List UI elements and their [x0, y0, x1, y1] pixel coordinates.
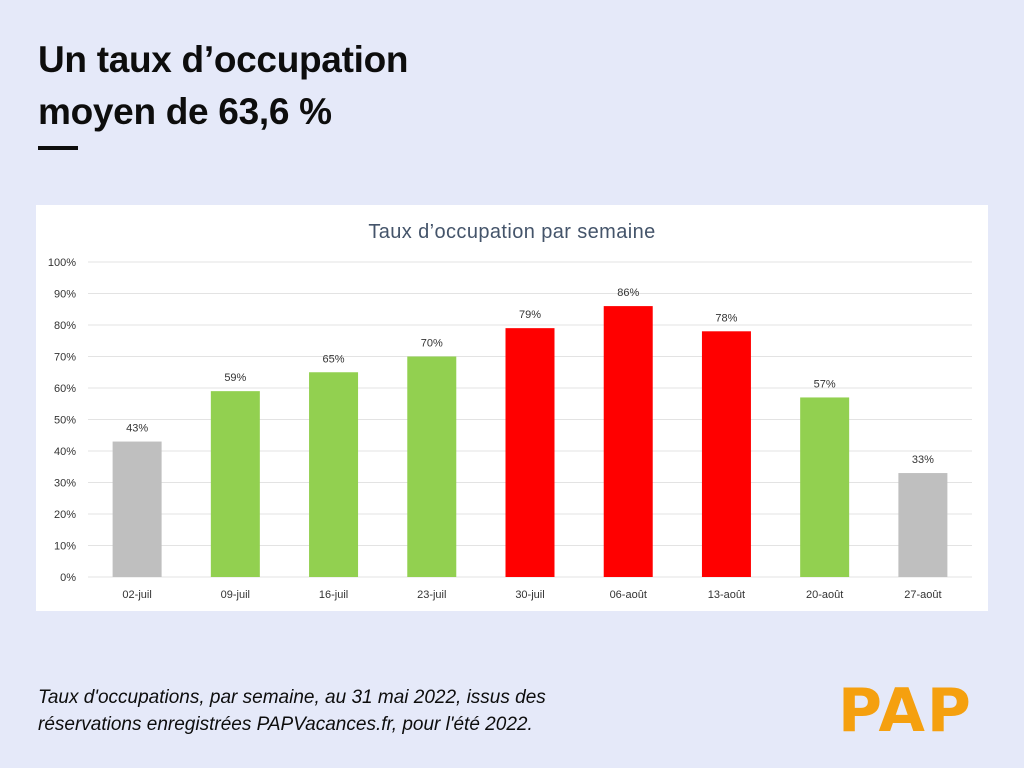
data-label: 33% — [912, 454, 934, 466]
caption-line-1: Taux d'occupations, par semaine, au 31 m… — [38, 687, 546, 708]
y-tick-label: 10% — [54, 541, 76, 553]
headline-line-1: Un taux d’occupation — [38, 39, 409, 80]
bars — [112, 306, 948, 577]
y-tick-label: 60% — [54, 383, 76, 395]
chart-panel: Taux d’occupation par semaine 0% 10% 20% 30… — [36, 205, 988, 611]
y-tick-label: 80% — [54, 320, 76, 332]
x-tick-label: 27-août — [904, 589, 941, 601]
headline: Un taux d’occupation moyen de 63,6 % — [38, 34, 408, 138]
data-label: 43% — [126, 423, 148, 435]
x-tick-label: 23-juil — [417, 589, 446, 601]
y-tick-label: 20% — [54, 509, 76, 521]
y-tick-label: 0% — [60, 572, 76, 584]
y-tick-label: 50% — [54, 415, 76, 427]
data-label: 78% — [715, 312, 737, 324]
x-tick-label: 02-juil — [122, 589, 151, 601]
bar — [505, 328, 555, 577]
data-label: 70% — [421, 338, 443, 350]
x-tick-label: 09-juil — [221, 589, 250, 601]
x-tick-label: 13-août — [708, 589, 745, 601]
pap-logo: PAP — [838, 676, 973, 746]
chart-title: Taux d’occupation par semaine — [368, 221, 655, 243]
y-tick-label: 100% — [48, 257, 76, 269]
headline-line-2: moyen de 63,6 % — [38, 91, 332, 132]
y-tick-label: 90% — [54, 289, 76, 301]
occupancy-bar-chart: Taux d’occupation par semaine 0% 10% 20% 30… — [48, 221, 972, 601]
headline-dash — [38, 146, 78, 150]
data-label: 65% — [323, 353, 345, 365]
x-axis-ticks: 02-juil 09-juil 16-juil 23-juil 30-juil 06-ao… — [122, 589, 941, 601]
data-label: 57% — [814, 378, 836, 390]
bar — [112, 441, 162, 577]
data-label: 86% — [617, 287, 639, 299]
bar — [898, 473, 948, 577]
bar — [603, 306, 653, 577]
data-label: 79% — [519, 309, 541, 321]
bar — [309, 372, 359, 577]
data-label: 59% — [224, 372, 246, 384]
y-tick-label: 30% — [54, 478, 76, 490]
x-tick-label: 16-juil — [319, 589, 348, 601]
y-tick-label: 40% — [54, 446, 76, 458]
caption-line-2: réservations enregistrées PAPVacances.fr… — [38, 714, 533, 735]
y-tick-label: 70% — [54, 352, 76, 364]
x-tick-label: 06-août — [610, 589, 647, 601]
x-tick-label: 30-juil — [515, 589, 544, 601]
caption: Taux d'occupations, par semaine, au 31 m… — [38, 684, 546, 738]
bar — [407, 356, 457, 577]
bar — [800, 397, 850, 577]
data-labels: 43% 59% 65% 70% 79% 86% 78% 57% 33% — [126, 287, 934, 466]
bar — [701, 331, 751, 577]
y-axis-ticks: 0% 10% 20% 30% 40% 50% 60% 70% 80% 90% 100% — [48, 257, 76, 584]
bar — [210, 391, 260, 577]
x-tick-label: 20-août — [806, 589, 843, 601]
